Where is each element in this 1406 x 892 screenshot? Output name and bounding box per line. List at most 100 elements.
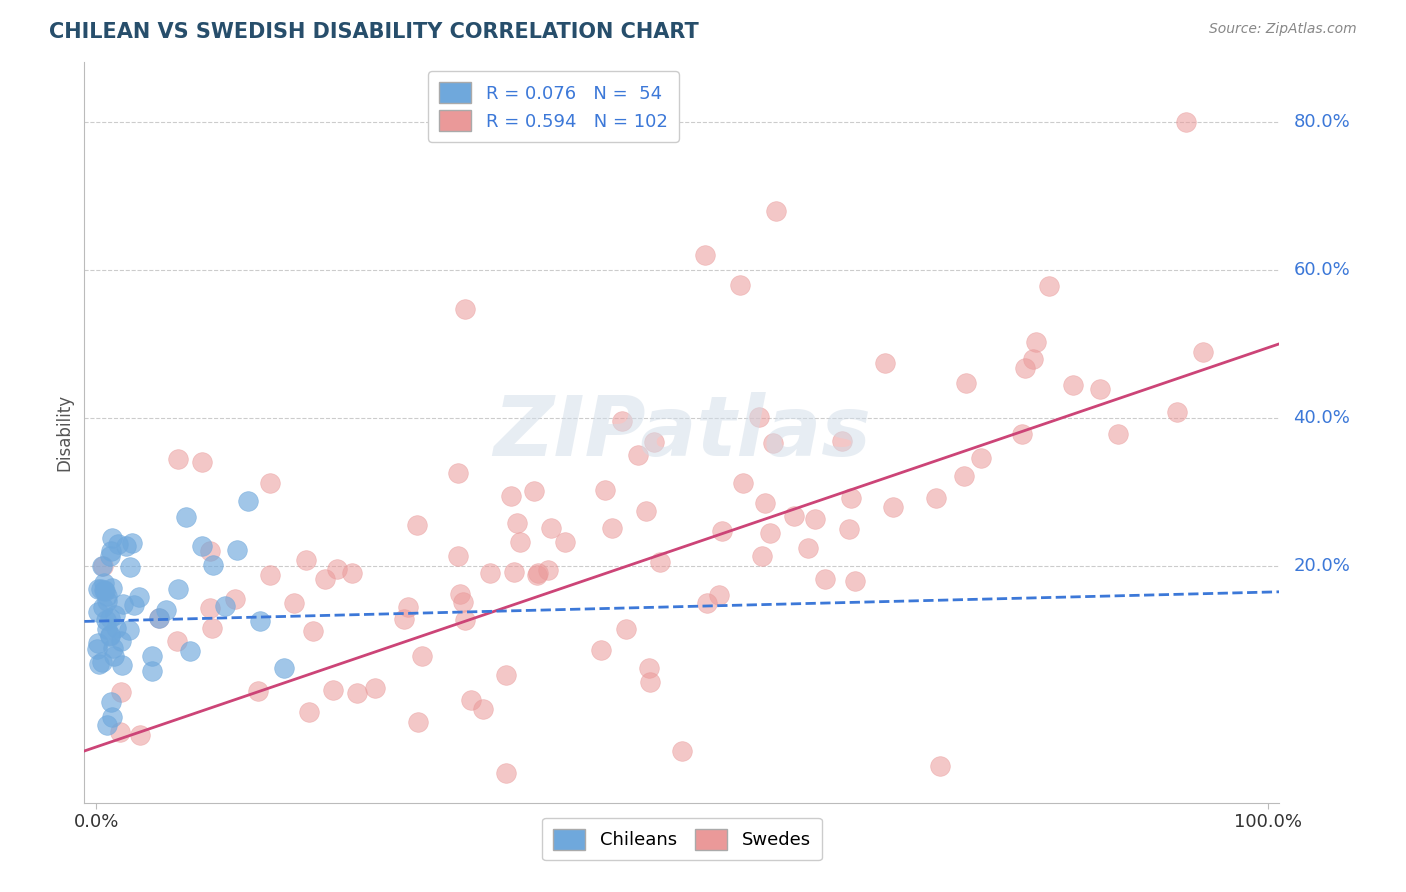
Point [191, 455, 214, 469]
Point [179, 643, 201, 657]
Point [96, 590, 118, 604]
Point [190, 539, 212, 553]
Point [93, 575, 115, 590]
Text: 60.0%: 60.0% [1294, 260, 1350, 278]
Point [364, 681, 387, 695]
Point [314, 572, 336, 586]
Point [224, 592, 246, 607]
Point [873, 356, 896, 370]
Point [733, 476, 755, 491]
Point [406, 518, 429, 533]
Point [273, 661, 295, 675]
Point [155, 603, 177, 617]
Text: 20.0%: 20.0% [1294, 557, 1350, 574]
Point [953, 469, 976, 483]
Point [340, 566, 363, 581]
Point [103, 641, 125, 656]
Point [111, 658, 134, 673]
Point [1062, 378, 1084, 392]
Text: CHILEAN VS SWEDISH DISABILITY CORRELATION CHART: CHILEAN VS SWEDISH DISABILITY CORRELATIO… [49, 22, 699, 42]
Point [283, 596, 305, 610]
Point [87, 636, 110, 650]
Point [831, 434, 853, 448]
Point [758, 525, 780, 540]
Point [754, 496, 776, 510]
Point [928, 758, 950, 772]
Point [302, 624, 325, 638]
Point [841, 491, 863, 506]
Point [502, 565, 524, 579]
Point [247, 684, 270, 698]
Point [804, 511, 827, 525]
Point [882, 500, 904, 515]
Point [94, 583, 117, 598]
Point [167, 451, 190, 466]
Point [1014, 361, 1036, 376]
Point [98, 611, 121, 625]
Point [93, 583, 115, 598]
Point [98, 549, 121, 563]
Point [762, 435, 785, 450]
Point [346, 686, 368, 700]
Point [326, 562, 349, 576]
Point [90, 582, 112, 596]
Point [249, 615, 271, 629]
Point [128, 590, 150, 604]
Point [98, 628, 121, 642]
Point [101, 532, 124, 546]
Point [100, 544, 122, 558]
Point [396, 599, 419, 614]
Point [1090, 382, 1112, 396]
Point [751, 549, 773, 563]
Point [537, 563, 560, 577]
Point [117, 624, 139, 638]
Point [695, 248, 717, 262]
Point [93, 600, 115, 615]
Point [141, 665, 163, 679]
Point [174, 510, 197, 524]
Point [100, 629, 122, 643]
Point [201, 621, 224, 635]
Point [101, 710, 124, 724]
Point [460, 692, 482, 706]
Point [1191, 344, 1213, 359]
Point [523, 483, 546, 498]
Point [495, 668, 517, 682]
Point [783, 509, 806, 524]
Point [797, 541, 820, 555]
Point [238, 494, 260, 508]
Point [86, 641, 108, 656]
Point [479, 566, 502, 580]
Point [924, 491, 946, 505]
Point [454, 613, 477, 627]
Point [107, 537, 129, 551]
Point [166, 634, 188, 648]
Point [814, 572, 837, 586]
Point [122, 598, 145, 612]
Text: Source: ZipAtlas.com: Source: ZipAtlas.com [1209, 22, 1357, 37]
Point [103, 648, 125, 663]
Point [298, 705, 321, 719]
Point [970, 450, 993, 465]
Point [610, 414, 633, 428]
Point [765, 203, 787, 218]
Point [643, 434, 665, 449]
Point [141, 649, 163, 664]
Point [453, 595, 475, 609]
Text: 40.0%: 40.0% [1294, 409, 1350, 426]
Point [104, 607, 127, 622]
Point [108, 725, 131, 739]
Point [392, 613, 415, 627]
Point [225, 542, 247, 557]
Point [627, 448, 650, 462]
Point [1038, 278, 1060, 293]
Point [89, 657, 111, 671]
Point [454, 302, 477, 317]
Point [506, 516, 529, 531]
Point [554, 534, 576, 549]
Point [406, 715, 429, 730]
Legend: Chileans, Swedes: Chileans, Swedes [541, 818, 823, 861]
Point [637, 661, 659, 675]
Point [449, 587, 471, 601]
Point [201, 846, 224, 860]
